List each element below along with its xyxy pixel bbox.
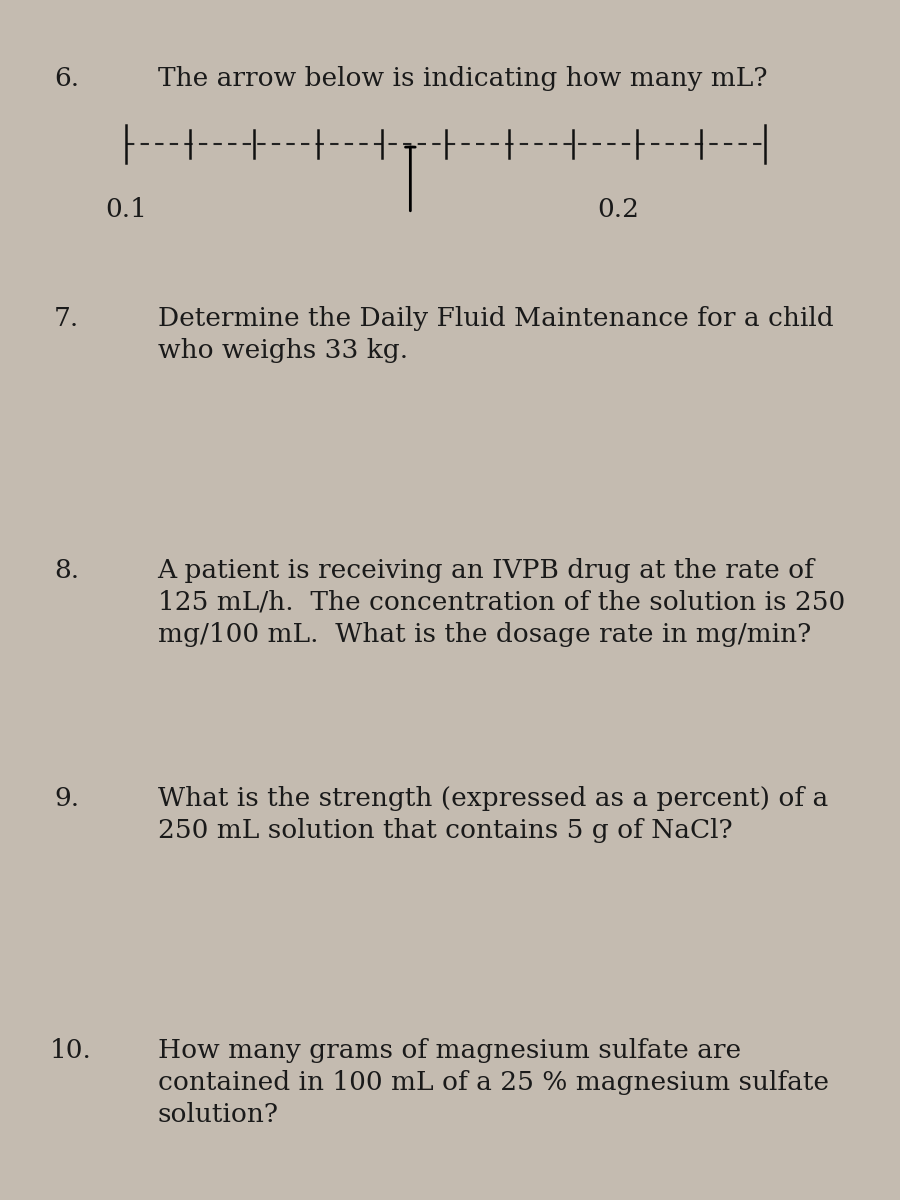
Text: 0.2: 0.2 [597, 197, 639, 222]
Text: 8.: 8. [54, 558, 79, 583]
Text: The arrow below is indicating how many mL?: The arrow below is indicating how many m… [158, 66, 767, 91]
Text: 6.: 6. [54, 66, 79, 91]
Text: A patient is receiving an IVPB drug at the rate of
125 mL/h.  The concentration : A patient is receiving an IVPB drug at t… [158, 558, 845, 647]
Text: 0.1: 0.1 [105, 197, 147, 222]
Text: 7.: 7. [54, 306, 79, 331]
Text: Determine the Daily Fluid Maintenance for a child
who weighs 33 kg.: Determine the Daily Fluid Maintenance fo… [158, 306, 833, 362]
Text: What is the strength (expressed as a percent) of a
250 mL solution that contains: What is the strength (expressed as a per… [158, 786, 828, 842]
Text: 10.: 10. [50, 1038, 92, 1063]
Text: How many grams of magnesium sulfate are
contained in 100 mL of a 25 % magnesium : How many grams of magnesium sulfate are … [158, 1038, 829, 1127]
Text: 9.: 9. [54, 786, 79, 811]
